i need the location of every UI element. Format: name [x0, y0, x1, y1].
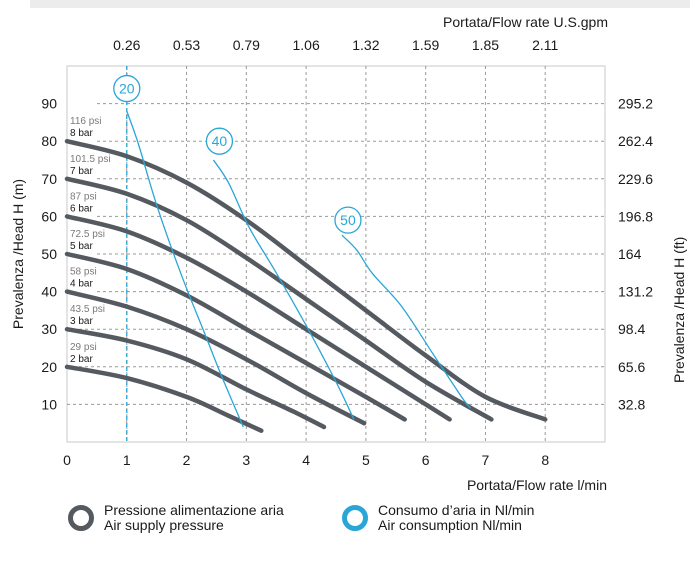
air-ring-icon [342, 505, 368, 531]
y2-tick-label: 164 [618, 246, 642, 262]
y2-tick-label: 65.6 [618, 359, 645, 375]
psi-label: 43.5 psi [70, 304, 105, 315]
air-label-circle [205, 127, 234, 155]
y2-tick-label: 295.2 [618, 96, 653, 112]
y-tick-label: 70 [41, 171, 57, 187]
x-tick-label: 3 [242, 452, 250, 468]
legend-air: Consumo d’aria in Nl/min Air consumption… [342, 503, 534, 533]
air-label: 50 [340, 212, 356, 228]
top-tick-label: 0.53 [173, 37, 200, 53]
pressure-curve [64, 289, 367, 426]
pressure-curve [64, 326, 327, 430]
bar-label: 5 bar [70, 241, 93, 252]
x-tick-label: 2 [183, 452, 191, 468]
y-tick-label: 50 [41, 246, 57, 262]
psi-label: 58 psi [70, 267, 97, 278]
x-tick-label: 1 [123, 452, 131, 468]
y-tick-label: 20 [41, 359, 57, 375]
y-tick-label: 60 [41, 208, 57, 224]
bar-label: 6 bar [70, 203, 93, 214]
x-tick-label: 0 [63, 452, 71, 468]
legend-pressure: Pressione alimentazione aria Air supply … [68, 503, 284, 533]
legend-air-label: Consumo d’aria in Nl/min [378, 502, 535, 518]
air-label-circle [334, 206, 362, 234]
air-curve [212, 159, 355, 420]
y-tick-label: 40 [41, 284, 57, 300]
air-label: 20 [119, 81, 135, 97]
y-tick-label: 10 [41, 396, 57, 412]
air-curve [341, 234, 472, 409]
x-tick-label: 4 [302, 452, 310, 468]
pressure-curve [64, 251, 407, 422]
top-tick-label: 1.32 [352, 37, 379, 53]
y2-tick-label: 131.2 [618, 284, 653, 300]
pressure-curve [64, 138, 548, 422]
top-axis-label: Portata/Flow rate U.S.gpm [443, 14, 608, 30]
x-axis-label: Portata/Flow rate l/min [467, 477, 607, 493]
bar-label: 4 bar [70, 279, 93, 290]
top-tick-label: 2.11 [532, 37, 558, 53]
y-tick-label: 90 [41, 96, 57, 112]
psi-label: 87 psi [70, 191, 97, 202]
top-tick-label: 1.85 [472, 37, 499, 53]
air-curve [126, 110, 244, 428]
pressure-curve [64, 214, 452, 422]
y2-axis-label: Prevalenza /Head H (ft) [671, 237, 687, 383]
psi-label: 72.5 psi [70, 229, 105, 240]
y2-tick-label: 98.4 [618, 321, 645, 337]
top-tick-label: 0.26 [113, 37, 140, 53]
top-tick-label: 1.06 [292, 37, 319, 53]
top-bar [30, 0, 690, 8]
y-axis-label: Prevalenza /Head H (m) [10, 179, 26, 329]
psi-label: 101.5 psi [70, 154, 111, 165]
y2-tick-label: 229.6 [618, 171, 653, 187]
y2-tick-label: 262.4 [618, 133, 653, 149]
pressure-curve [64, 364, 264, 433]
pressure-curve [64, 176, 494, 422]
x-tick-label: 5 [362, 452, 370, 468]
legend-pressure-sublabel: Air supply pressure [104, 517, 224, 533]
bar-label: 8 bar [70, 128, 93, 139]
bar-label: 2 bar [70, 354, 93, 365]
bar-label: 3 bar [70, 316, 93, 327]
pressure-ring-icon [68, 505, 94, 531]
y2-tick-label: 196.8 [618, 208, 653, 224]
x-tick-label: 8 [541, 452, 549, 468]
legend-pressure-label: Pressione alimentazione aria [104, 502, 284, 518]
air-label-circle [113, 74, 141, 103]
air-label: 40 [212, 133, 228, 149]
bar-label: 7 bar [70, 166, 93, 177]
top-tick-label: 0.79 [233, 37, 260, 53]
x-tick-label: 7 [482, 452, 490, 468]
y-tick-label: 80 [41, 133, 57, 149]
top-tick-label: 1.59 [412, 37, 439, 53]
psi-label: 29 psi [70, 342, 97, 353]
legend-air-sublabel: Air consumption Nl/min [378, 517, 522, 533]
psi-label: 116 psi [70, 116, 102, 127]
y-tick-label: 30 [41, 321, 57, 337]
y2-tick-label: 32.8 [618, 396, 645, 412]
x-tick-label: 6 [422, 452, 430, 468]
